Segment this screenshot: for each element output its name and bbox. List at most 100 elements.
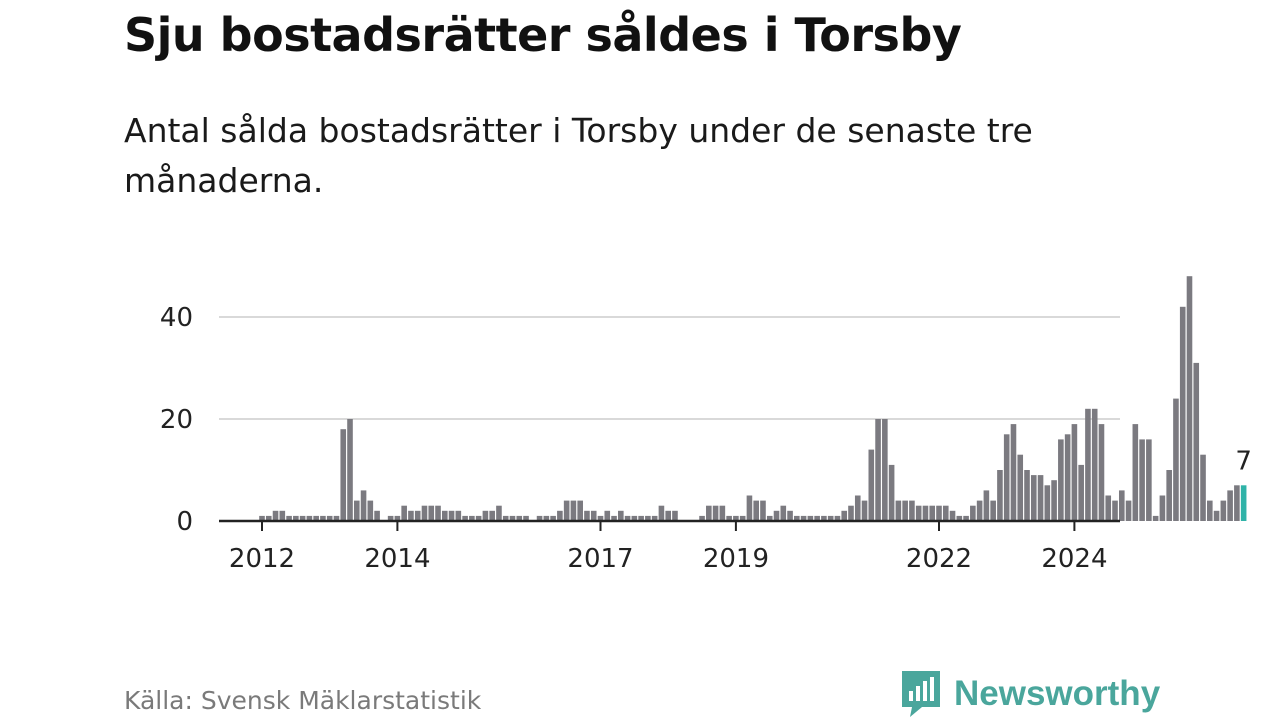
bar: [441, 510, 448, 521]
bar: [604, 510, 611, 521]
bar: [279, 510, 286, 521]
bar: [760, 500, 766, 521]
bar: [387, 515, 394, 521]
bar: [733, 515, 739, 521]
bar: [374, 510, 380, 521]
bar: [1051, 480, 1057, 521]
bar: [401, 505, 407, 521]
bar: [611, 515, 617, 521]
bars: [259, 276, 1247, 521]
bar: [1085, 408, 1091, 521]
bar: [597, 515, 604, 521]
bar: [773, 510, 780, 521]
bar: [848, 505, 854, 521]
bar: [645, 515, 651, 521]
bar-latest: [1240, 485, 1247, 521]
bar: [502, 515, 509, 521]
bar: [706, 505, 712, 521]
bar: [475, 515, 482, 521]
bar: [651, 515, 658, 521]
bar: [1132, 424, 1139, 521]
axes: 0 20 40 2012 2014 2017 2019 2022 2024 7: [160, 303, 1252, 574]
bar: [1125, 500, 1132, 521]
brand-name: Newsworthy: [954, 674, 1161, 713]
bar: [333, 515, 340, 521]
bar: [394, 515, 401, 521]
bar: [861, 500, 868, 521]
bar: [1234, 485, 1240, 521]
bar: [665, 510, 671, 521]
bar: [428, 505, 435, 521]
bar: [949, 510, 956, 521]
bar: [800, 515, 807, 521]
bar: [272, 510, 279, 521]
bar: [976, 500, 983, 521]
bar: [557, 510, 563, 521]
bar: [699, 515, 705, 521]
bar: [1098, 424, 1105, 521]
bar: [1186, 276, 1193, 521]
bar: [719, 505, 726, 521]
bar: [997, 470, 1003, 521]
bar: [922, 505, 929, 521]
bar: [888, 464, 895, 521]
bar: [902, 500, 908, 521]
bar: [1044, 485, 1051, 521]
bar: [780, 505, 787, 521]
y-tick-label: 0: [176, 507, 193, 537]
bar: [618, 510, 624, 521]
bar: [1179, 306, 1186, 521]
bar: [868, 449, 875, 521]
bar: [563, 500, 570, 521]
bar: [787, 510, 793, 521]
bar: [1024, 470, 1030, 521]
bar: [496, 505, 502, 521]
bar: [970, 505, 976, 521]
bar: [462, 515, 468, 521]
bar: [1037, 475, 1044, 521]
y-tick-label: 20: [160, 405, 193, 435]
bar: [326, 515, 333, 521]
brand-logo: Newsworthy: [900, 668, 1160, 720]
bar: [448, 510, 455, 521]
bar: [360, 490, 367, 521]
bar: [1003, 434, 1010, 521]
bar: [1058, 439, 1064, 521]
x-tick-label: 2019: [703, 544, 769, 574]
newsworthy-logo-icon: [902, 671, 940, 717]
x-tick-label: 2017: [567, 544, 633, 574]
y-tick-label: 40: [160, 303, 193, 333]
last-value-label: 7: [1235, 446, 1252, 476]
bar: [1017, 454, 1024, 521]
bar: [983, 490, 990, 521]
bar: [259, 515, 265, 521]
bar: [766, 515, 773, 521]
bar: [1193, 362, 1200, 521]
bar: [1146, 439, 1152, 521]
bar: [482, 510, 489, 521]
bar: [942, 505, 949, 521]
bar: [340, 429, 347, 521]
bar: [347, 419, 353, 521]
bar: [1064, 434, 1071, 521]
bar: [367, 500, 374, 521]
bar: [854, 495, 861, 521]
bar: [1227, 490, 1233, 521]
bar: [963, 515, 969, 521]
bar: [712, 505, 719, 521]
bar: [834, 515, 841, 521]
source-note: Källa: Svensk Mäklarstatistik: [124, 686, 482, 715]
bar: [408, 510, 414, 521]
bar: [1030, 475, 1037, 521]
bar: [299, 515, 306, 521]
bar: [1078, 464, 1084, 521]
bar: [286, 515, 292, 521]
bar: [746, 495, 753, 521]
bar: [827, 515, 834, 521]
bar: [631, 515, 638, 521]
bar: [915, 505, 922, 521]
bar: [414, 510, 421, 521]
bar: [313, 515, 319, 521]
bar: [306, 515, 313, 521]
